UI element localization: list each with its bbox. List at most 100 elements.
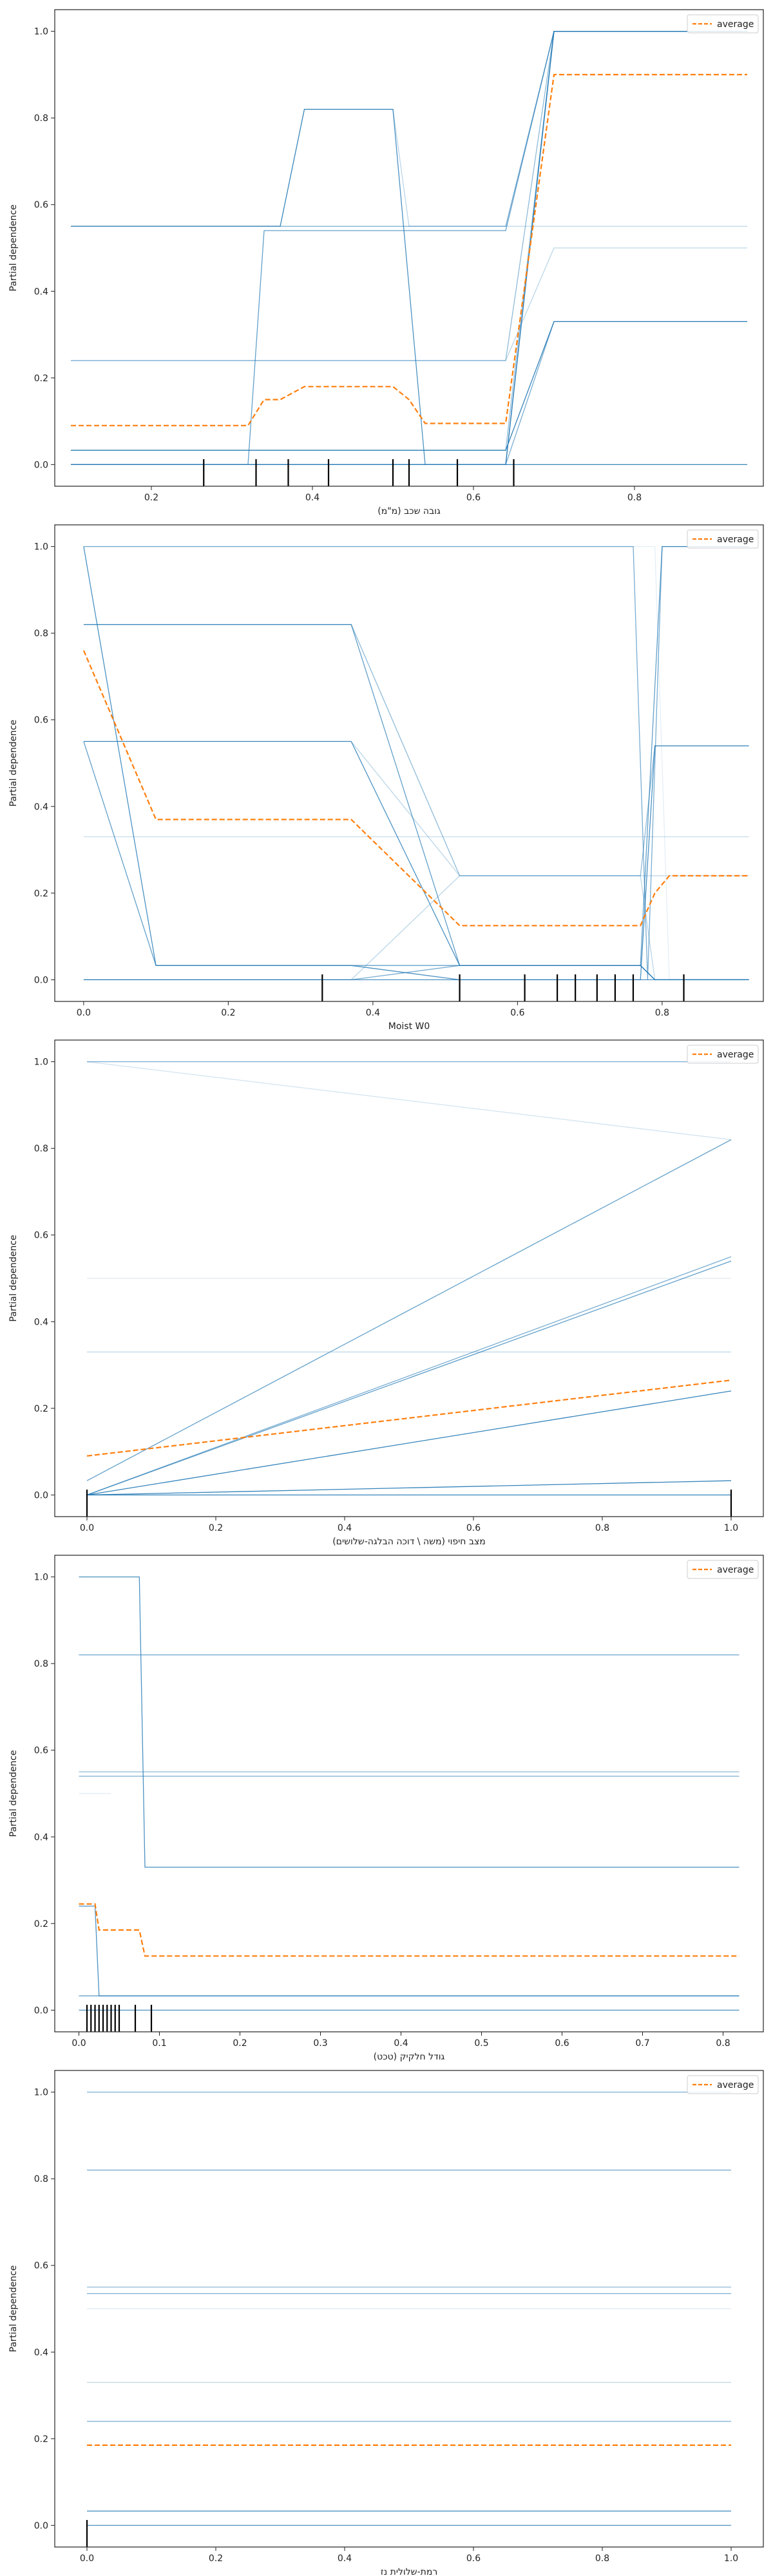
ice-line-10: [83, 965, 749, 981]
y-tick-label: 0.0: [34, 975, 48, 985]
y-tick-label: 0.0: [34, 1490, 48, 1501]
y-tick-label: 0.6: [34, 715, 48, 726]
x-tick-label: 0.6: [510, 1008, 524, 1018]
y-axis-label: Partial dependence: [8, 204, 19, 291]
y-tick-label: 1.0: [34, 2088, 48, 2098]
y-tick-label: 0.2: [34, 2434, 48, 2445]
y-tick-label: 1.0: [34, 27, 48, 37]
axes-frame: [54, 524, 764, 1002]
y-axis-label: Partial dependence: [8, 2265, 19, 2352]
x-axis-label: Moist W0: [388, 1021, 430, 1032]
legend-average-label: average: [717, 2080, 754, 2090]
pd-panel-3: 0.0 0.2 0.4 0.6 0.8 1.0 0.0 0.2 0.4 0.6 0.8 1.0 מצב …: [8, 1039, 764, 1547]
legend: average: [687, 529, 759, 549]
ice-line-2: [86, 1061, 732, 1141]
x-axis-label: רמת-שלולית נז: [381, 2567, 438, 2576]
x-tick-label: 0.3: [313, 2038, 327, 2049]
x-tick-label: 0.4: [305, 493, 320, 503]
ice-line-6: [71, 247, 747, 361]
legend-box: [687, 2075, 759, 2094]
legend-box: [687, 1560, 759, 1579]
y-tick-label: 0.6: [34, 1746, 48, 1756]
axes-frame: [54, 1555, 764, 2032]
x-tick-label: 0.2: [209, 2553, 223, 2564]
y-axis-label: Partial dependence: [8, 719, 19, 806]
x-tick-label: 0.8: [627, 493, 642, 503]
x-tick-label: 0.4: [366, 1008, 380, 1018]
axes-frame: [54, 1039, 764, 1517]
y-tick-label: 0.6: [34, 1231, 48, 1241]
y-tick-label: 0.2: [34, 1404, 48, 1414]
y-tick-label: 0.0: [34, 2521, 48, 2531]
x-tick-label: 0.6: [555, 2038, 569, 2049]
x-tick-label: 1.0: [724, 1523, 738, 1533]
ice-line-5: [71, 30, 747, 361]
ice-line-3: [86, 1139, 732, 1481]
legend: average: [687, 1045, 759, 1064]
x-tick-label: 0.0: [80, 1523, 94, 1533]
ice-line-12: [83, 545, 749, 980]
x-tick-label: 0.6: [466, 2553, 481, 2564]
ice-line-11: [71, 30, 747, 451]
y-tick-label: 1.0: [34, 1573, 48, 1583]
x-axis-label: גודל חלקיק (טכט): [374, 2052, 445, 2062]
x-tick-label: 0.8: [716, 2038, 730, 2049]
ice-line-9: [86, 1480, 732, 1496]
x-tick-label: 0.4: [338, 2553, 352, 2564]
x-tick-label: 0.2: [209, 1523, 223, 1533]
x-tick-label: 0.8: [595, 2553, 609, 2564]
ice-line-8: [86, 1390, 732, 1496]
y-tick-label: 0.4: [34, 1832, 48, 1842]
y-tick-label: 0.2: [34, 1919, 48, 1929]
x-tick-label: 0.7: [635, 2038, 649, 2049]
x-axis-label: מצב חיפוי (משה \ דוכה הבלגה-שלושים): [332, 1537, 486, 1547]
ice-line-3: [83, 545, 749, 981]
legend-average-label: average: [717, 1565, 754, 1575]
legend-box: [687, 529, 759, 549]
legend: average: [687, 2075, 759, 2094]
ice-line-2: [71, 109, 747, 227]
average-line: [79, 1903, 740, 1957]
ice-line-1: [79, 1576, 740, 1868]
x-tick-label: 0.5: [474, 2038, 488, 2049]
y-tick-label: 0.8: [34, 1144, 48, 1154]
ice-line-9: [71, 321, 747, 466]
y-tick-label: 1.0: [34, 542, 48, 553]
pd-panel-5: 0.0 0.2 0.4 0.6 0.8 1.0 0.0 0.2 0.4 0.6 0.8 1.0 רמת-…: [8, 2070, 764, 2576]
average-line: [86, 1379, 732, 1457]
y-tick-label: 0.4: [34, 287, 48, 297]
ice-line-5: [86, 1260, 732, 1496]
y-tick-label: 0.6: [34, 2261, 48, 2271]
legend-average-label: average: [717, 19, 754, 30]
y-tick-label: 0.4: [34, 1317, 48, 1327]
pd-panel-2: 0.0 0.2 0.4 0.6 0.8 0.0 0.2 0.4 0.6 0.8 1.0 Moist W…: [8, 524, 764, 1032]
x-tick-label: 0.1: [152, 2038, 166, 2049]
ice-line-4: [83, 545, 749, 966]
legend: average: [687, 1560, 759, 1579]
y-tick-label: 0.2: [34, 374, 48, 384]
x-tick-label: 0.4: [394, 2038, 408, 2049]
axes-frame: [54, 2070, 764, 2548]
average-line: [82, 650, 749, 927]
x-tick-label: 0.0: [80, 2553, 94, 2564]
x-tick-label: 0.6: [466, 1523, 481, 1533]
y-tick-label: 0.8: [34, 629, 48, 639]
x-tick-label: 0.2: [233, 2038, 247, 2049]
y-tick-label: 0.6: [34, 200, 48, 211]
x-axis-label: גובה שכב (מ"מ): [377, 506, 441, 516]
legend: average: [687, 14, 759, 33]
y-tick-label: 0.8: [34, 1659, 48, 1669]
y-tick-label: 0.2: [34, 889, 48, 899]
y-tick-label: 0.4: [34, 802, 48, 812]
ice-line-1: [83, 546, 749, 981]
x-tick-label: 0.2: [221, 1008, 235, 1018]
y-tick-label: 0.8: [34, 2174, 48, 2184]
x-tick-label: 0.4: [338, 1523, 352, 1533]
pd-panel-4: 0.0 0.1 0.2 0.3 0.4 0.5 0.6 0.7 0.8 0.0 0.2 0.4 0.6 0…: [8, 1555, 764, 2062]
y-tick-label: 0.0: [34, 460, 48, 470]
ice-line-7: [71, 321, 747, 451]
ice-line-7: [83, 741, 749, 876]
y-tick-label: 0.4: [34, 2347, 48, 2358]
x-tick-label: 0.8: [655, 1008, 669, 1018]
